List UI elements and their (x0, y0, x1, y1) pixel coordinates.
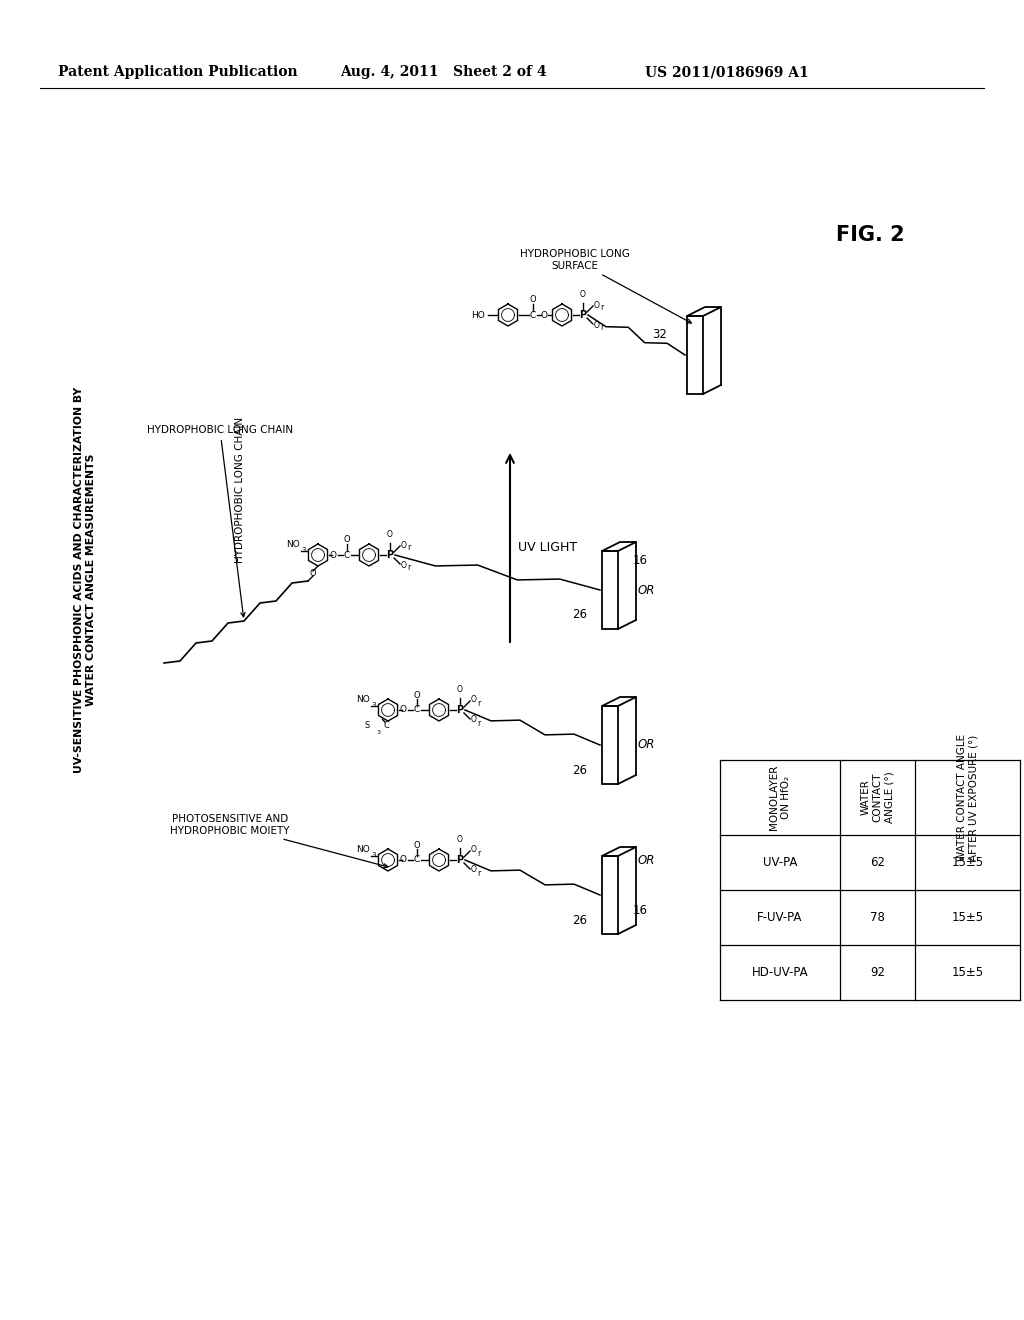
Text: MONOLAYER
ON HfO₂: MONOLAYER ON HfO₂ (769, 764, 791, 830)
Text: F-UV-PA: F-UV-PA (758, 911, 803, 924)
Text: 78: 78 (870, 911, 885, 924)
Text: O: O (541, 310, 548, 319)
Text: PHOTOSENSITIVE AND
HYDROPHOBIC MOIETY: PHOTOSENSITIVE AND HYDROPHOBIC MOIETY (170, 814, 388, 867)
Text: HO: HO (471, 310, 485, 319)
Text: US 2011/0186969 A1: US 2011/0186969 A1 (645, 65, 809, 79)
Text: 26: 26 (572, 913, 588, 927)
Text: WATER
CONTACT
ANGLE (°): WATER CONTACT ANGLE (°) (861, 772, 894, 824)
Text: P: P (457, 855, 464, 865)
Text: r: r (600, 304, 603, 313)
Text: r: r (477, 869, 480, 878)
Text: WATER CONTACT ANGLE
AFTER UV EXPOSURE (°): WATER CONTACT ANGLE AFTER UV EXPOSURE (°… (956, 734, 978, 861)
Text: O: O (330, 550, 337, 560)
Text: C: C (383, 722, 389, 730)
Text: UV LIGHT: UV LIGHT (518, 541, 578, 554)
Text: O: O (580, 290, 586, 300)
Text: HYDROPHOBIC LONG CHAIN: HYDROPHOBIC LONG CHAIN (234, 417, 245, 564)
Text: O: O (594, 301, 600, 309)
Text: r: r (600, 323, 603, 333)
Text: P: P (386, 550, 393, 560)
Text: 15±5: 15±5 (951, 966, 984, 979)
Text: Aug. 4, 2011   Sheet 2 of 4: Aug. 4, 2011 Sheet 2 of 4 (340, 65, 547, 79)
Text: OR: OR (637, 738, 654, 751)
Text: O: O (401, 540, 407, 549)
Text: NO: NO (356, 845, 370, 854)
Text: 15±5: 15±5 (951, 911, 984, 924)
Text: OR: OR (637, 854, 654, 866)
Text: O: O (457, 685, 463, 694)
Text: O: O (457, 836, 463, 843)
Text: 3: 3 (371, 851, 376, 858)
Text: O: O (414, 841, 420, 850)
Text: 26: 26 (572, 609, 588, 622)
Text: FIG. 2: FIG. 2 (836, 224, 904, 246)
Text: 3: 3 (377, 730, 381, 735)
Text: O: O (309, 569, 316, 578)
Text: 62: 62 (870, 855, 885, 869)
Text: C: C (529, 310, 537, 319)
Text: C: C (344, 550, 350, 560)
Text: O: O (387, 531, 393, 539)
Text: UV-SENSITIVE PHOSPHONIC ACIDS AND CHARACTERIZATION BY
WATER CONTACT ANGLE MEASUR: UV-SENSITIVE PHOSPHONIC ACIDS AND CHARAC… (74, 387, 96, 774)
Text: HD-UV-PA: HD-UV-PA (752, 966, 808, 979)
Text: O: O (471, 715, 477, 725)
Text: Patent Application Publication: Patent Application Publication (58, 65, 298, 79)
Text: NO: NO (356, 696, 370, 704)
Text: UV-PA: UV-PA (763, 855, 798, 869)
Text: 26: 26 (572, 763, 588, 776)
Text: 15±5: 15±5 (951, 855, 984, 869)
Text: 32: 32 (652, 329, 668, 342)
Text: P: P (580, 310, 587, 319)
Text: 16: 16 (633, 903, 647, 916)
Text: O: O (471, 866, 477, 874)
Text: r: r (477, 718, 480, 727)
Text: 3: 3 (301, 546, 305, 553)
Text: r: r (477, 849, 480, 858)
Text: C: C (414, 705, 420, 714)
Text: 92: 92 (870, 966, 885, 979)
Text: O: O (401, 561, 407, 569)
Text: O: O (529, 296, 537, 305)
Text: O: O (414, 690, 420, 700)
Text: r: r (407, 544, 411, 553)
Text: O: O (594, 321, 600, 330)
Text: 3: 3 (371, 702, 376, 708)
Text: C: C (414, 855, 420, 865)
Text: NO: NO (287, 540, 300, 549)
Text: O: O (399, 705, 407, 714)
Text: O: O (471, 846, 477, 854)
Text: OR: OR (637, 583, 654, 597)
Text: r: r (477, 698, 480, 708)
Text: HYDROPHOBIC LONG
SURFACE: HYDROPHOBIC LONG SURFACE (520, 249, 691, 323)
Text: O: O (344, 536, 350, 544)
Text: 16: 16 (633, 553, 647, 566)
Text: r: r (407, 564, 411, 573)
Text: O: O (471, 696, 477, 705)
Text: HYDROPHOBIC LONG CHAIN: HYDROPHOBIC LONG CHAIN (146, 425, 293, 616)
Text: O: O (399, 855, 407, 865)
Text: P: P (457, 705, 464, 715)
Text: S: S (365, 722, 370, 730)
